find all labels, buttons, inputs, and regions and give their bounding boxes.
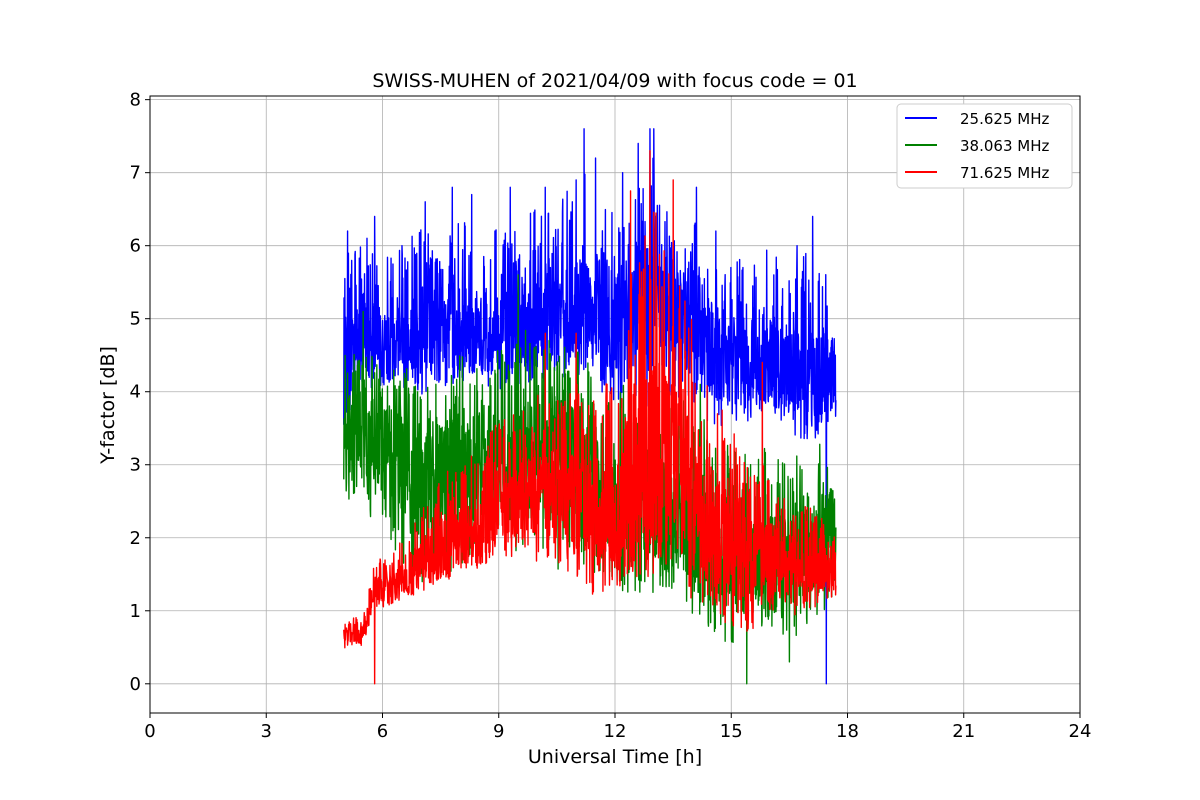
- y-tick-label: 5: [130, 309, 141, 330]
- x-tick-label: 24: [1069, 721, 1092, 742]
- y-tick-label: 1: [130, 601, 141, 622]
- x-tick-label: 21: [952, 721, 975, 742]
- series-line-25-625: [343, 128, 837, 685]
- legend-item-38-063: 38.063 MHz: [905, 137, 1049, 155]
- x-tick-label: 3: [261, 721, 272, 742]
- y-tick-label: 4: [130, 382, 141, 403]
- legend: 25.625 MHz 38.063 MHz 71.625 MHz: [896, 103, 1073, 189]
- y-tick-label: 8: [130, 90, 141, 111]
- x-tick-label: 18: [836, 721, 859, 742]
- y-tick-label: 7: [130, 163, 141, 184]
- y-tick-label: 2: [130, 528, 141, 549]
- x-tick-label: 6: [377, 721, 388, 742]
- y-tick-label: 6: [130, 236, 141, 257]
- x-tick-label: 9: [493, 721, 504, 742]
- legend-label-25-625: 25.625 MHz: [960, 110, 1049, 128]
- grid-lines: [149, 96, 1081, 713]
- legend-item-71-625: 71.625 MHz: [905, 164, 1049, 182]
- y-axis-label: Y-factor [dB]: [97, 346, 119, 465]
- series-lines: [343, 128, 837, 685]
- x-tick-label: 12: [604, 721, 627, 742]
- legend-box: [896, 103, 1073, 189]
- chart-title: SWISS-MUHEN of 2021/04/09 with focus cod…: [372, 70, 857, 92]
- x-tick-label: 15: [720, 721, 743, 742]
- y-tick-label: 3: [130, 455, 141, 476]
- legend-item-25-625: 25.625 MHz: [905, 110, 1049, 128]
- x-tick-label: 0: [144, 721, 155, 742]
- legend-label-71-625: 71.625 MHz: [960, 164, 1049, 182]
- x-axis-label: Universal Time [h]: [528, 746, 702, 768]
- series-line-71-625: [343, 150, 837, 685]
- legend-label-38-063: 38.063 MHz: [960, 137, 1049, 155]
- y-tick-label: 0: [130, 674, 141, 695]
